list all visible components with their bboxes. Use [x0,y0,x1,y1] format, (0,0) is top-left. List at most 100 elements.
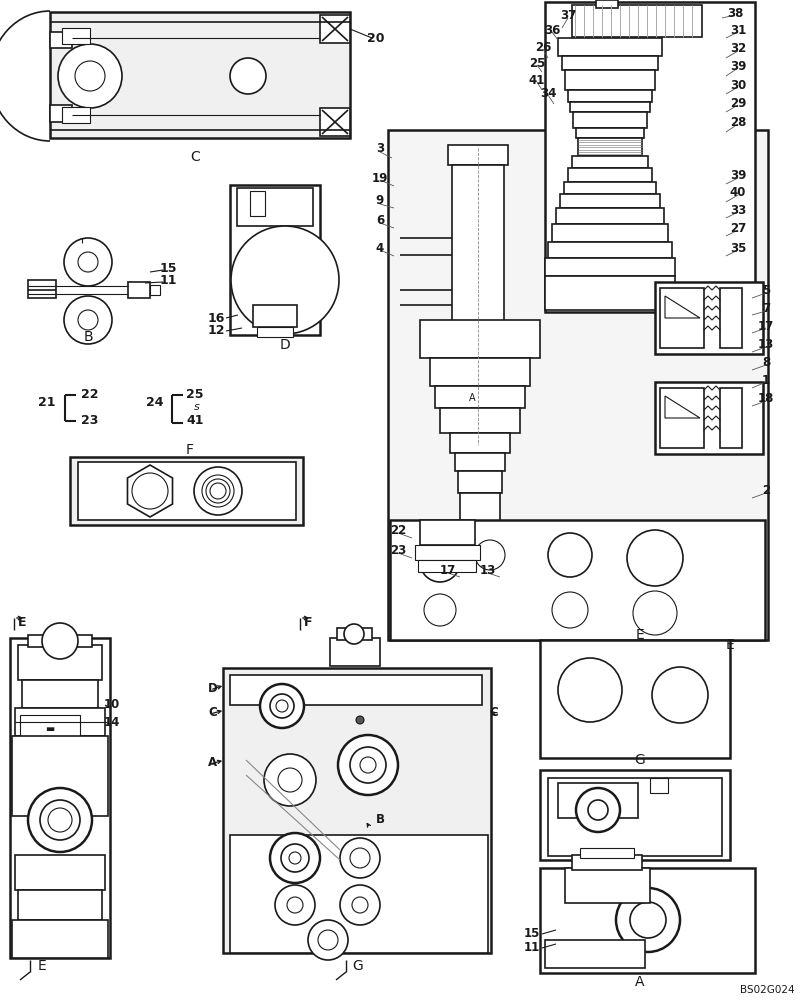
Bar [10,638,109,958]
Bar [654,282,762,354]
Bar [569,102,649,112]
Bar [547,242,672,258]
Text: 4: 4 [375,241,384,254]
Circle shape [340,885,380,925]
Text: 36: 36 [543,24,560,37]
Bar [564,868,649,903]
Bar [150,285,160,295]
Circle shape [337,735,397,795]
Text: 25: 25 [528,57,544,70]
Text: 28: 28 [729,116,745,129]
Bar [70,457,303,525]
Bar [560,194,659,208]
Polygon shape [127,465,172,517]
Text: 8: 8 [761,357,769,369]
Text: 23: 23 [81,414,99,426]
Bar [719,388,741,448]
Text: E: E [635,628,644,642]
Text: 20: 20 [367,32,384,45]
Circle shape [616,888,679,952]
Bar [571,156,647,168]
Bar [50,32,72,48]
Bar [448,145,508,165]
Circle shape [340,838,380,878]
Bar [659,288,703,348]
Text: 24: 24 [146,396,164,410]
Text: 33: 33 [729,204,745,217]
Text: 18: 18 [757,391,773,404]
Polygon shape [664,296,699,318]
Bar [544,940,644,968]
Bar [12,736,108,816]
Bar [457,471,501,493]
Text: 15: 15 [159,261,177,274]
Bar [18,890,102,920]
Text: ▬: ▬ [45,724,54,734]
Bar [460,493,500,521]
Bar [544,258,674,276]
Bar [50,105,72,122]
Bar [561,56,657,70]
Text: 14: 14 [104,715,120,728]
Text: A: A [634,975,644,989]
Bar [568,168,651,182]
Text: 37: 37 [560,9,576,22]
Text: 15: 15 [523,927,539,940]
Bar [22,680,98,708]
Text: 11: 11 [523,941,539,954]
Circle shape [64,238,112,286]
Circle shape [355,716,363,724]
Bar [223,668,491,953]
Bar [12,920,108,958]
Bar [719,288,741,348]
Bar [575,128,643,138]
Text: 16: 16 [207,312,225,324]
Bar [230,835,487,953]
Bar [230,675,482,705]
Text: 7: 7 [761,302,769,314]
Bar [388,130,767,640]
Text: G: G [352,959,363,973]
Bar [237,188,312,226]
Bar [15,708,105,736]
Bar [20,715,80,743]
Bar [547,778,721,856]
Text: BS02G024: BS02G024 [740,985,794,995]
Bar [329,638,380,666]
Circle shape [557,658,621,722]
Bar [659,388,703,448]
Bar [253,305,297,327]
Bar [544,2,754,312]
Bar [414,545,479,560]
Circle shape [344,624,363,644]
Bar [556,208,663,224]
Bar [579,848,633,858]
Bar [539,868,754,973]
Text: 27: 27 [729,222,745,235]
Text: 17: 17 [440,564,456,576]
Text: E: E [37,959,46,973]
Text: B: B [83,330,92,344]
Bar [452,165,504,445]
Text: A: A [208,756,217,768]
Text: G: G [634,753,645,767]
Bar [419,320,539,358]
Circle shape [194,467,242,515]
Bar [337,628,371,640]
Text: B: B [375,813,384,826]
Text: 22: 22 [389,524,406,536]
Bar [557,38,661,56]
Text: 2: 2 [761,484,769,496]
Text: C: C [208,706,217,718]
Text: 13: 13 [757,338,773,352]
Text: 40: 40 [729,186,745,199]
Text: s: s [194,402,200,412]
Bar [539,640,729,758]
Text: 25: 25 [186,387,204,400]
Text: 30: 30 [729,79,745,92]
Text: 6: 6 [375,214,384,227]
Circle shape [42,623,78,659]
Text: 12: 12 [207,324,225,338]
Bar [435,386,525,408]
Text: A: A [468,393,474,403]
